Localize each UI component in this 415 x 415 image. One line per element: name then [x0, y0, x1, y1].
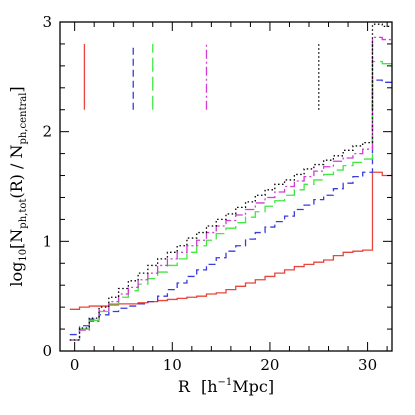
x-tick-label: 30 — [358, 356, 377, 374]
series-line-4 — [69, 36, 392, 341]
series-line-2 — [69, 79, 392, 336]
x-tick-label: 10 — [163, 356, 182, 374]
y-tick-label: 3 — [42, 13, 52, 31]
series-line-1 — [69, 171, 392, 310]
tick-layer — [60, 21, 392, 352]
y-tick-label: 1 — [42, 232, 52, 250]
x-tick-label: 0 — [70, 356, 80, 374]
marker-line-layer — [83, 43, 374, 110]
y-tick-label: 2 — [42, 123, 52, 141]
series-line-5 — [69, 23, 392, 341]
tick-label-layer: 0 10 20 30 0 1 2 3 — [42, 13, 377, 374]
x-tick-label: 20 — [260, 356, 279, 374]
y-axis-label: log10[Nph,tot(R) / Nph,central] — [7, 86, 29, 286]
series-line-3 — [69, 60, 392, 341]
plot-frame — [59, 21, 393, 352]
series-layer — [69, 23, 392, 341]
y-tick-label: 0 — [42, 342, 52, 360]
x-axis-label: R [h−1Mpc] — [178, 377, 274, 396]
